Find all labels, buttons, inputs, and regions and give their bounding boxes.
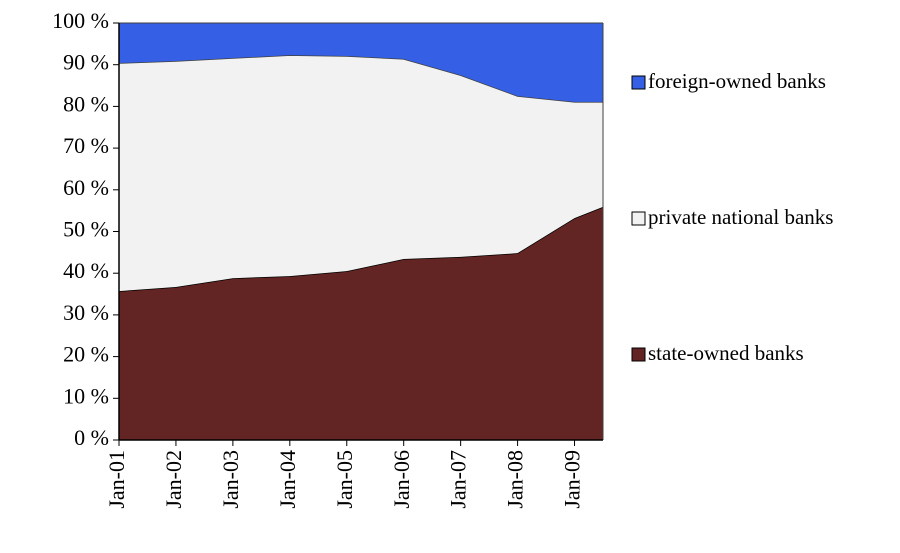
- x-tick-label: Jan-05: [332, 450, 357, 509]
- y-tick-label: 0 %: [74, 425, 109, 450]
- y-tick-label: 30 %: [63, 300, 109, 325]
- y-tick-label: 90 %: [63, 50, 109, 75]
- legend-label: private national banks: [648, 205, 833, 229]
- legend-swatch: [631, 75, 646, 90]
- legend-swatch: [631, 211, 646, 226]
- x-tick-label: Jan-09: [560, 450, 585, 509]
- legend-label: state-owned banks: [648, 341, 804, 365]
- y-tick-label: 80 %: [63, 91, 109, 116]
- x-tick-label: Jan-07: [446, 450, 471, 509]
- legend-label: foreign-owned banks: [648, 69, 826, 93]
- area: [119, 55, 603, 292]
- y-tick-label: 20 %: [63, 342, 109, 367]
- x-tick-label: Jan-02: [161, 450, 186, 509]
- x-tick-label: Jan-01: [104, 450, 129, 509]
- y-tick-label: 50 %: [63, 217, 109, 242]
- area: [119, 206, 603, 440]
- area: [119, 23, 603, 102]
- y-tick-label: 70 %: [63, 133, 109, 158]
- x-tick-label: Jan-04: [275, 450, 300, 509]
- x-tick-label: Jan-03: [218, 450, 243, 509]
- y-tick-label: 100 %: [52, 8, 109, 33]
- y-tick-label: 40 %: [63, 258, 109, 283]
- y-tick-label: 60 %: [63, 175, 109, 200]
- x-tick-label: Jan-08: [503, 450, 528, 509]
- x-tick-label: Jan-06: [389, 450, 414, 509]
- y-tick-label: 10 %: [63, 383, 109, 408]
- legend-swatch: [631, 347, 646, 362]
